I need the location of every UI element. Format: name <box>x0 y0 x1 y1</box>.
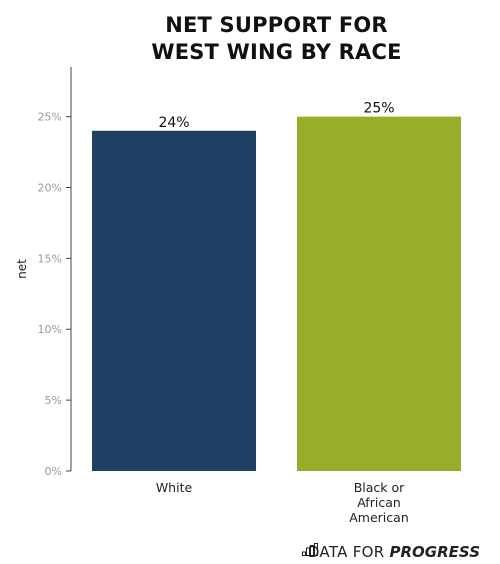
y-tick-label: 0% <box>45 465 62 478</box>
brand-footer: DATA FOR PROGRESS <box>301 543 480 561</box>
brand-text-regular: DATA FOR <box>307 543 385 561</box>
brand-text-bold: PROGRESS <box>389 543 480 561</box>
bar-value-label: 25% <box>363 101 394 117</box>
y-tick-label: 10% <box>38 323 62 336</box>
x-tick-label: Black or <box>354 480 405 495</box>
chart-title-line-2: WEST WING BY RACE <box>151 40 402 64</box>
y-tick-label: 20% <box>38 181 62 194</box>
x-tick-label: American <box>349 510 409 525</box>
bars: 24% 25% <box>92 101 461 471</box>
y-tick-label: 25% <box>38 111 62 124</box>
bar-chart: 0% 5% 10% 15% 20% 25% 24% 25% White Black orAfr… <box>15 67 461 525</box>
chart-title: NET SUPPORT FOR WEST WING BY RACE <box>0 12 500 66</box>
bar-value-label: 24% <box>158 115 189 131</box>
chart-title-line-1: NET SUPPORT FOR <box>165 13 388 37</box>
x-tick-label: White <box>156 480 193 495</box>
bar <box>92 130 256 471</box>
y-tick-label: 15% <box>38 252 62 265</box>
y-axis-label: net <box>15 259 29 279</box>
y-axis: 0% 5% 10% 15% 20% 25% <box>38 67 72 478</box>
bar <box>297 116 461 471</box>
y-tick-label: 5% <box>45 394 62 407</box>
x-tick-label: African <box>357 495 401 510</box>
